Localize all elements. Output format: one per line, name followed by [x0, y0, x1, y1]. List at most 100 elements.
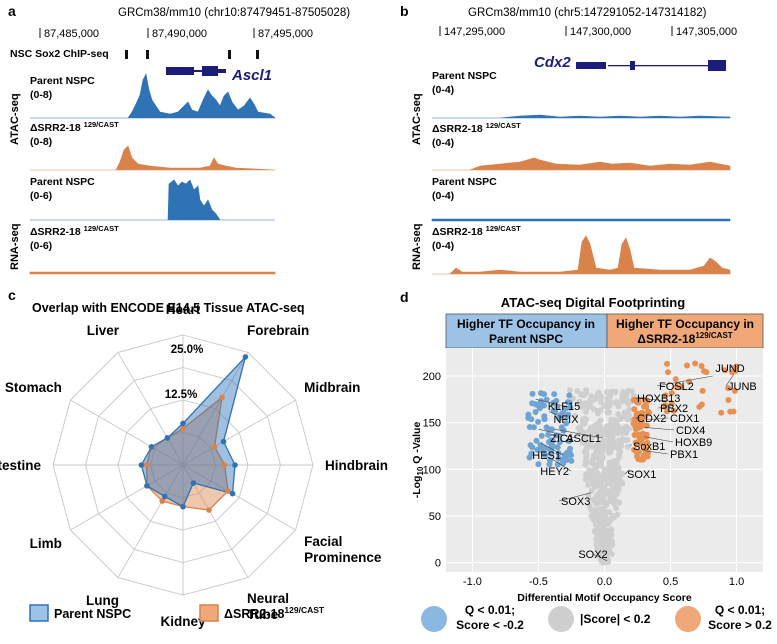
scatter-point-blue — [541, 416, 548, 423]
scatter-point-blue — [535, 418, 542, 425]
scatter-point-blue — [557, 411, 564, 418]
radar-point — [180, 420, 186, 427]
panel-a-tick-3: 87,495,000 — [258, 28, 313, 40]
atac-seq-side-label: ATAC-seq — [411, 93, 423, 145]
scatter-point-gray — [593, 447, 600, 454]
scatter-motif-label: PBX2 — [660, 403, 688, 415]
panel-b: b GRCm38/mm10 (chr5:147291052-147314182)… — [400, 3, 737, 275]
scatter-point-gray — [624, 436, 631, 443]
scatter-label-leader — [644, 427, 675, 431]
scatter-point-gray — [601, 476, 608, 483]
scatter-point-blue — [548, 426, 555, 433]
scatter-point-orange — [683, 362, 690, 369]
track-label: ΔSRR2-18 129/CAST — [30, 224, 119, 238]
radar-point — [219, 394, 225, 401]
legend-dot-gray — [548, 606, 574, 632]
scatter-point-gray — [596, 526, 603, 533]
track-range: (0-4) — [432, 137, 454, 149]
panel-c-letter: c — [8, 287, 16, 303]
track-range: (0-4) — [432, 84, 454, 96]
radar-category-label: Hindbrain — [325, 458, 388, 473]
atac-seq-side-label: ATAC-seq — [9, 93, 21, 145]
scatter-point-gray — [589, 456, 596, 463]
radar-point — [162, 493, 168, 500]
rna-seq-side-label: RNA-seq — [411, 224, 423, 270]
scatter-motif-label: HOXB9 — [675, 437, 712, 449]
signal-track-b-rna-mut — [432, 235, 731, 275]
scatter-point-gray — [611, 389, 618, 396]
legend-orange-line2: Score > 0.2 — [708, 618, 772, 632]
scatter-point-blue — [567, 450, 574, 457]
scatter-point-gray — [582, 433, 589, 440]
scatter-point-gray — [605, 521, 612, 528]
legend-gray-label: |Score| < 0.2 — [580, 612, 651, 626]
scatter-point-gray — [611, 417, 618, 424]
scatter-point-orange — [664, 360, 671, 367]
scatter-y-tick: 150 — [423, 418, 441, 430]
scatter-label-leader — [540, 442, 564, 456]
scatter-point-blue — [525, 411, 532, 418]
scatter-point-gray — [582, 461, 589, 468]
scatter-point-orange — [672, 376, 679, 383]
track-range: (0-8) — [30, 89, 52, 101]
scatter-point-blue — [529, 390, 536, 397]
scatter-point-orange — [644, 439, 651, 446]
scatter-motif-label: SoxB1 — [633, 441, 665, 453]
scatter-motif-label: HEY2 — [540, 466, 569, 478]
legend-label-parent: Parent NSPC — [54, 607, 131, 621]
signal-track-b-rna-parent — [431, 218, 731, 222]
scatter-point-orange — [665, 369, 672, 376]
scatter-point-gray — [608, 551, 615, 558]
scatter-point-blue — [566, 392, 573, 399]
scatter-point-gray — [592, 468, 599, 475]
scatter-point-gray — [586, 467, 593, 474]
scatter-x-axis-label: Differential Motif Occupancy Score — [517, 592, 692, 604]
panel-b-tick-2: 147,300,000 — [570, 26, 631, 38]
scatter-motif-label: SOX1 — [627, 469, 656, 481]
radar-category-label: Neural Tube — [247, 591, 289, 622]
radar-point — [229, 490, 236, 497]
scatter-point-gray — [582, 408, 589, 415]
scatter-point-gray — [594, 481, 601, 488]
radar-chart: 25.0% 12.5% Heart Forebrain Midbrain Hindbrai… — [0, 302, 388, 629]
radar-legend: Parent NSPC ΔSRR2-18129/CAST — [29, 604, 325, 622]
scatter-label-leader — [656, 375, 713, 387]
scatter-point-gray — [585, 492, 592, 499]
scatter-point-gray — [619, 425, 626, 432]
radar-point — [232, 462, 238, 468]
scatter-point-gray — [601, 483, 608, 490]
scatter-label-leader — [646, 417, 669, 421]
scatter-motif-label: HES1 — [532, 450, 561, 462]
scatter-point-gray — [610, 458, 617, 465]
panel-d: d ATAC-seq Digital Footprinting Higher T… — [400, 289, 772, 632]
scatter-point-gray — [606, 538, 613, 545]
scatter-x-tick: 0.5 — [663, 576, 678, 588]
scatter-point-blue — [554, 444, 561, 451]
scatter-point-gray — [597, 423, 604, 430]
scatter-point-gray — [616, 445, 623, 452]
chip-seq-label: NSC Sox2 ChIP-seq — [10, 48, 109, 60]
scatter-point-orange — [698, 362, 705, 369]
scatter-motif-label: HOXB13 — [637, 393, 680, 405]
box-higher-mutant-line1: Higher TF Occupancy in — [616, 317, 754, 331]
scatter-point-gray — [599, 448, 606, 455]
box-higher-parent-line1: Higher TF Occupancy in — [457, 317, 595, 331]
scatter-x-tick: -1.0 — [463, 576, 482, 588]
scatter-point-gray — [592, 527, 599, 534]
scatter-motif-label: ZIC1 — [550, 433, 574, 445]
radar-category-label: Stomach — [5, 380, 62, 395]
radar-spoke — [70, 399, 184, 466]
scatter-point-orange — [633, 453, 640, 460]
scatter-point-gray — [572, 412, 579, 419]
scatter-point-gray — [619, 392, 626, 399]
radar-category-label: Forebrain — [247, 323, 309, 338]
scatter-label-leader — [644, 436, 674, 443]
scatter-motif-label: CDX1 — [670, 413, 699, 425]
panel-a: a GRCm38/mm10 (chr10:87479451-87505028) … — [8, 3, 350, 275]
signal-track-b-atac-mut — [432, 157, 731, 171]
panel-a-coords: GRCm38/mm10 (chr10:87479451-87505028) — [118, 7, 350, 19]
ascl1-gene-model — [166, 66, 226, 76]
scatter-point-gray — [612, 399, 619, 406]
radar-point — [180, 503, 186, 510]
